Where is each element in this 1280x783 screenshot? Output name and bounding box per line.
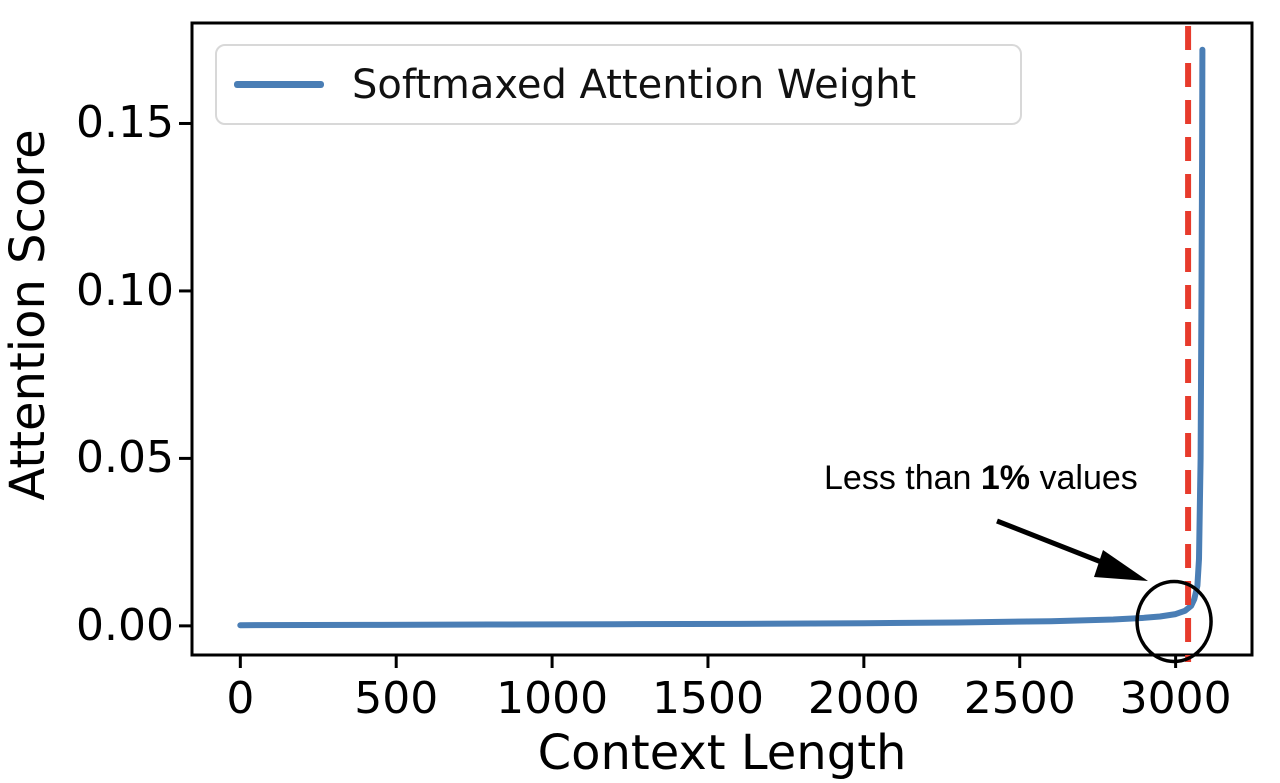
x-tick-label: 500 <box>354 673 439 724</box>
annotation-arrow-shaft <box>996 518 1115 570</box>
legend-box: Softmaxed Attention Weight <box>215 44 1022 125</box>
x-tick-label: 3000 <box>1119 673 1232 724</box>
x-tick-label: 2500 <box>963 673 1076 724</box>
x-tick-label: 1500 <box>651 673 764 724</box>
y-axis-title: Attention Score <box>0 129 56 501</box>
annotation-bold-percent: 1% <box>980 459 1031 497</box>
y-tick-label: 0.00 <box>76 599 174 651</box>
series-line-softmaxed-attention-weight <box>237 46 1206 629</box>
y-tick-label: 0.15 <box>76 97 174 149</box>
legend-line-sample <box>234 81 324 88</box>
annotation-text: Less than 1% values <box>824 461 1138 495</box>
x-tick-label: 2000 <box>807 673 920 724</box>
annotation-prefix: Less than <box>824 459 981 497</box>
plot-spines <box>190 21 1254 657</box>
y-tick-label: 0.10 <box>76 264 174 316</box>
x-tick-label: 1000 <box>496 673 609 724</box>
legend-label: Softmaxed Attention Weight <box>352 61 917 108</box>
x-tick-label: 0 <box>226 673 255 724</box>
x-axis-title: Context Length <box>537 725 907 781</box>
annotation-arrow-head <box>1094 550 1148 581</box>
y-tick-label: 0.05 <box>76 432 174 484</box>
annotation-suffix: values <box>1030 459 1138 497</box>
annotation-circle <box>1135 579 1213 664</box>
